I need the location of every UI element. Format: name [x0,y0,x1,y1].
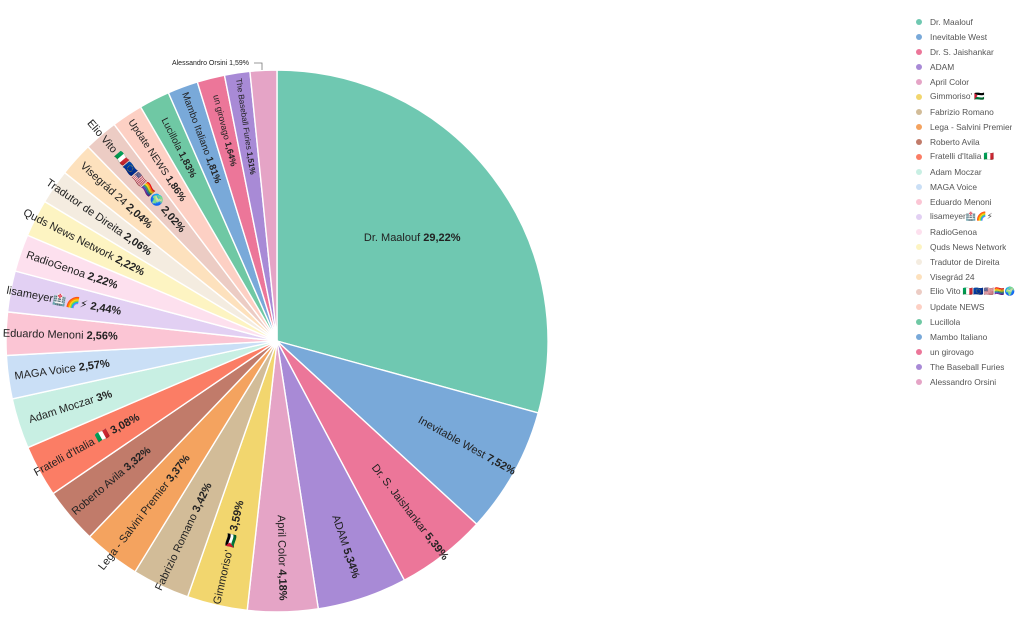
legend-label: Fratelli d'Italia 🇮🇹 [930,151,995,161]
legend-item[interactable]: Dr. Maalouf [916,14,1022,29]
legend-swatch [916,363,922,370]
legend-label: Adam Moczar [930,166,982,177]
legend-item[interactable]: Tradutor de Direita [916,254,1022,269]
legend-label: Visegrád 24 [930,271,975,282]
legend-item[interactable]: Update NEWS [916,299,1022,314]
legend-swatch [916,303,922,310]
legend-item[interactable]: Roberto Avila [916,134,1022,149]
callout-line [254,62,263,70]
legend-swatch [916,273,922,280]
slice-label: Dr. Maalouf 29,22% [364,232,461,244]
legend-item[interactable]: lisameyer🏥🌈⚡ [916,209,1022,224]
legend-label: Quds News Network [930,241,1007,252]
legend-swatch [916,288,922,295]
legend-swatch [916,168,922,175]
slice-label: April Color 4,18% [275,515,289,601]
legend-item[interactable]: Gimmoriso' 🇵🇸 [916,89,1022,104]
pie-slice[interactable] [276,69,549,414]
legend-swatch [916,78,922,85]
legend-label: ADAM [930,61,955,72]
legend-label: Eduardo Menoni [930,196,992,207]
legend-item[interactable]: Eduardo Menoni [916,194,1022,209]
legend-swatch [916,138,922,145]
legend-swatch [916,123,922,130]
legend-swatch [916,228,922,235]
pie-chart: Dr. Maalouf 29,22% Inevitable West 7,52% D… [3,60,549,613]
legend-item[interactable]: Elio Vito 🇮🇹🇪🇺🇺🇸🏳️‍🌈🌍 [916,284,1022,299]
legend-item[interactable]: Quds News Network [916,239,1022,254]
legend-label: Dr. Maalouf [930,16,973,27]
slice-label: Alessandro Orsini 1,59% [172,60,249,67]
legend-label: Mambo Italiano [930,331,988,342]
pie-slice[interactable] [276,340,540,526]
legend-item[interactable]: Lucillola [916,314,1022,329]
legend-item[interactable]: April Color [916,74,1022,89]
legend-item[interactable]: Fabrizio Romano [916,104,1022,119]
legend-swatch [916,108,922,115]
legend-label: MAGA Voice [930,181,978,192]
legend-item[interactable]: Alessandro Orsini [916,374,1022,389]
legend-label: RadioGenoa [930,226,978,237]
legend-label: Elio Vito 🇮🇹🇪🇺🇺🇸🏳️‍🌈🌍 [930,286,1016,296]
legend-label: April Color [930,76,970,87]
legend-item[interactable]: Fratelli d'Italia 🇮🇹 [916,149,1022,164]
legend-swatch [916,48,922,55]
pie-slice[interactable] [249,69,278,342]
legend-label: Inevitable West [930,31,988,42]
legend-label: Gimmoriso' 🇵🇸 [930,91,985,101]
legend-label: un girovago [930,346,974,357]
legend-item[interactable]: Mambo Italiano [916,329,1022,344]
legend-swatch [916,258,922,265]
legend-swatch [916,333,922,340]
legend-item[interactable]: MAGA Voice [916,179,1022,194]
legend-swatch [916,63,922,70]
legend-label: Lega - Salvini Premier [930,121,1013,132]
legend-swatch [916,378,922,385]
legend-swatch [916,183,922,190]
legend-label: Update NEWS [930,301,985,312]
legend-item[interactable]: RadioGenoa [916,224,1022,239]
legend-swatch [916,93,922,100]
legend-item[interactable]: Inevitable West [916,29,1022,44]
legend-label: Alessandro Orsini [930,376,997,387]
legend-swatch [916,213,922,220]
slice-label: Eduardo Menoni 2,56% [3,327,118,342]
legend: Dr. Maalouf Inevitable West Dr. S. Jaishan… [916,14,1022,389]
legend-label: Dr. S. Jaishankar [930,46,994,57]
legend-swatch [916,153,922,160]
legend-label: Tradutor de Direita [930,256,1000,267]
legend-item[interactable]: The Baseball Furies [916,359,1022,374]
legend-swatch [916,318,922,325]
legend-item[interactable]: Dr. S. Jaishankar [916,44,1022,59]
legend-label: Roberto Avila [930,136,980,147]
legend-item[interactable]: un girovago [916,344,1022,359]
legend-label: lisameyer🏥🌈⚡ [930,211,993,221]
legend-item[interactable]: ADAM [916,59,1022,74]
legend-swatch [916,243,922,250]
legend-item[interactable]: Adam Moczar [916,164,1022,179]
legend-label: Lucillola [930,316,961,327]
pie-chart-svg: Dr. Maalouf 29,22%Inevitable West 7,52%D… [3,60,549,613]
legend-item[interactable]: Lega - Salvini Premier [916,119,1022,134]
legend-swatch [916,348,922,355]
legend-label: Fabrizio Romano [930,106,994,117]
legend-item[interactable]: Visegrád 24 [916,269,1022,284]
legend-swatch [916,33,922,40]
legend-label: The Baseball Furies [930,361,1005,372]
legend-swatch [916,198,922,205]
legend-swatch [916,18,922,25]
